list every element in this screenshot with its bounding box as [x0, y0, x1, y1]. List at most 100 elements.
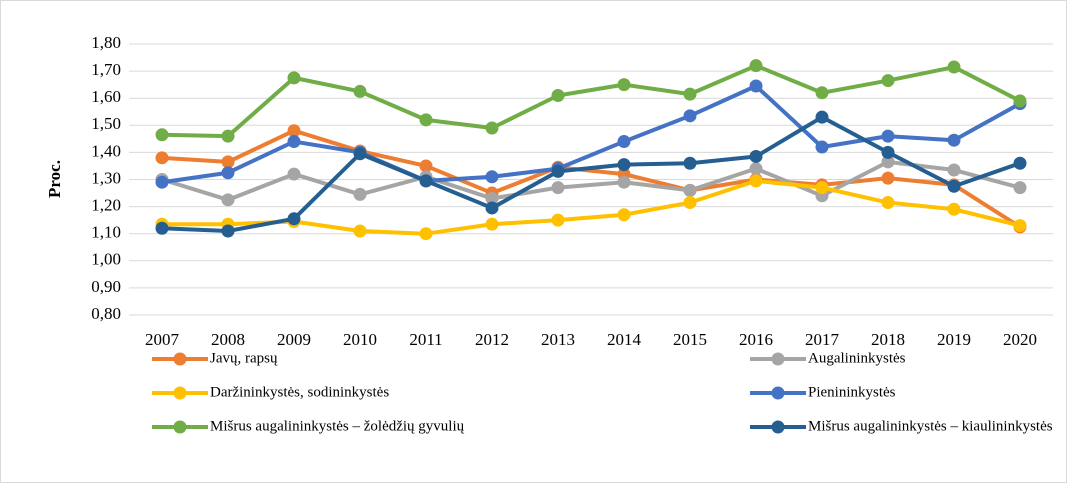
x-tick-label: 2020 [1003, 330, 1037, 349]
x-tick-label: 2010 [343, 330, 377, 349]
point [947, 133, 961, 147]
x-tick-label: 2011 [409, 330, 442, 349]
point [947, 202, 961, 216]
point [881, 74, 895, 88]
point [815, 110, 829, 124]
point [749, 79, 763, 93]
point [353, 84, 367, 98]
point [947, 60, 961, 74]
point [485, 201, 499, 215]
point [155, 128, 169, 142]
point [749, 174, 763, 188]
point [815, 140, 829, 154]
series-line [161, 115, 1021, 233]
y-tick-label: 1,00 [91, 250, 121, 269]
point [419, 113, 433, 127]
point [617, 175, 631, 189]
point [617, 78, 631, 92]
point [221, 224, 235, 238]
series-line [161, 63, 1021, 139]
point [1013, 156, 1027, 170]
series-line [162, 178, 1021, 236]
point [485, 217, 499, 231]
x-tick-label: 2013 [541, 330, 575, 349]
y-axis-title: Proc. [45, 160, 64, 198]
point [947, 179, 961, 193]
y-tick-label: 1,60 [91, 87, 121, 106]
point [419, 159, 433, 173]
legend-label: Javų, rapsų [210, 350, 278, 366]
x-tick-label: 2007 [145, 330, 180, 349]
point [1013, 219, 1027, 233]
legend-marker [173, 352, 187, 366]
point [683, 196, 697, 210]
y-tick-label: 1,10 [91, 223, 121, 242]
x-tick-label: 2017 [805, 330, 840, 349]
point [287, 167, 301, 181]
point [617, 208, 631, 222]
point [881, 171, 895, 185]
point [683, 183, 697, 197]
point [749, 162, 763, 176]
y-tick-label: 1,30 [91, 168, 121, 187]
y-tick-label: 1,40 [91, 141, 121, 160]
series-line [161, 159, 1021, 202]
point [683, 87, 697, 101]
point [551, 213, 565, 227]
point [617, 135, 631, 149]
y-tick-label: 1,20 [91, 196, 121, 215]
point [881, 196, 895, 210]
series-line [161, 84, 1021, 185]
x-tick-label: 2014 [607, 330, 642, 349]
point [287, 124, 301, 138]
y-tick-label: 0,90 [91, 277, 121, 296]
point [419, 174, 433, 188]
y-tick-label: 1,70 [91, 60, 121, 79]
point [221, 193, 235, 207]
point [749, 59, 763, 73]
legend-marker [771, 420, 785, 434]
point [155, 221, 169, 235]
point [815, 86, 829, 100]
legend-marker [771, 386, 785, 400]
point [287, 135, 301, 149]
point [221, 129, 235, 143]
legend-label: Mišrus augalininkystės – žolėdžių gyvuli… [210, 418, 465, 434]
point [881, 155, 895, 169]
x-tick-label: 2016 [739, 330, 773, 349]
x-tick-label: 2008 [211, 330, 245, 349]
legend-marker [173, 386, 187, 400]
point [155, 175, 169, 189]
legend-label: Daržininkystės, sodininkystės [210, 384, 389, 400]
point [551, 88, 565, 102]
point [353, 187, 367, 201]
y-tick-label: 1,80 [91, 33, 121, 52]
point [683, 109, 697, 123]
point [419, 227, 433, 241]
point [881, 145, 895, 159]
point [551, 181, 565, 195]
y-tick-label: 1,50 [91, 114, 121, 133]
y-tick-label: 0,80 [91, 304, 121, 323]
point [155, 151, 169, 165]
point [221, 155, 235, 169]
point [749, 149, 763, 163]
x-tick-label: 2009 [277, 330, 311, 349]
legend-marker [173, 420, 187, 434]
point [485, 170, 499, 184]
point [947, 163, 961, 177]
legend-marker [771, 352, 785, 366]
point [353, 224, 367, 238]
point [485, 191, 499, 205]
point [485, 121, 499, 135]
legend-label: Pienininkystės [808, 384, 896, 400]
x-tick-label: 2012 [475, 330, 509, 349]
legend-label: Augalininkystės [808, 350, 906, 366]
series-line [161, 128, 1022, 229]
point [551, 164, 565, 178]
point [1013, 94, 1027, 108]
point [617, 158, 631, 172]
point [287, 71, 301, 85]
